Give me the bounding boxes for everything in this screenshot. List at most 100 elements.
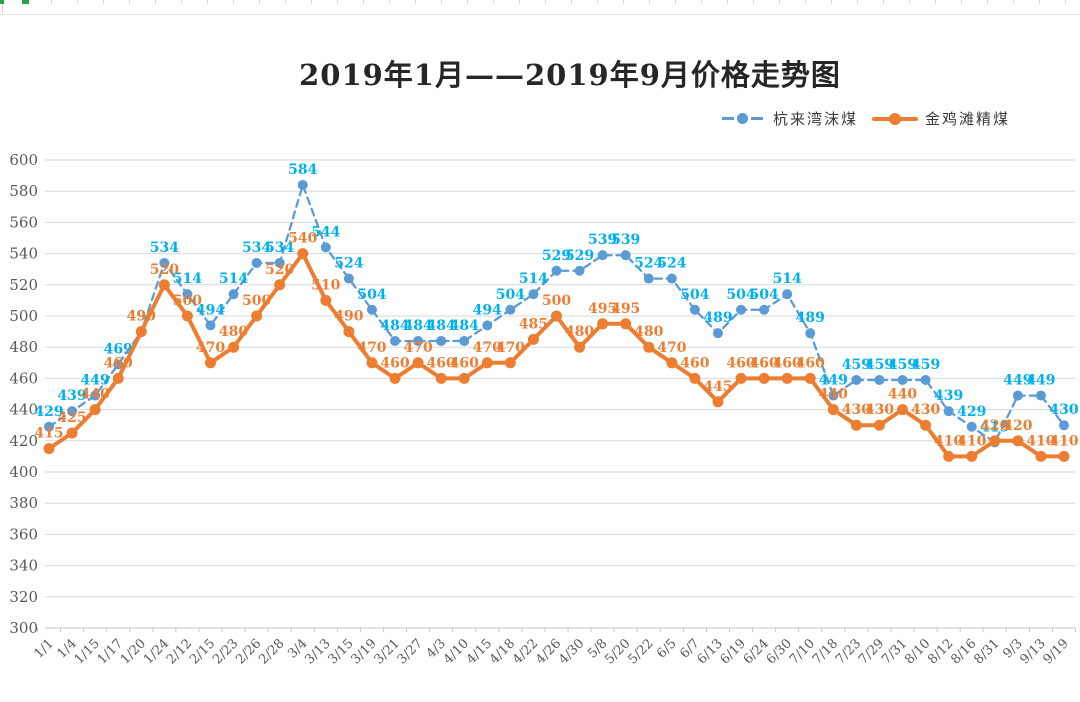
- data-point[interactable]: [90, 390, 101, 401]
- data-point[interactable]: [251, 310, 263, 322]
- data-point[interactable]: [158, 279, 170, 291]
- data-point[interactable]: [274, 257, 285, 268]
- data-point[interactable]: [897, 404, 909, 416]
- data-point[interactable]: [274, 279, 286, 291]
- data-point[interactable]: [620, 318, 632, 330]
- data-point[interactable]: [643, 341, 655, 353]
- data-point[interactable]: [551, 265, 562, 276]
- data-point[interactable]: [551, 310, 562, 322]
- data-point[interactable]: [1059, 420, 1069, 431]
- data-point[interactable]: [689, 304, 700, 315]
- data-point[interactable]: [366, 304, 377, 315]
- data-point[interactable]: [505, 304, 516, 315]
- data-point[interactable]: [527, 333, 539, 345]
- legend-item-jinjitan[interactable]: 金鸡滩精煤: [871, 108, 1010, 129]
- data-point[interactable]: [851, 374, 862, 385]
- data-label: 514: [219, 271, 248, 287]
- data-point[interactable]: [1035, 390, 1046, 401]
- data-point[interactable]: [943, 450, 955, 462]
- data-point[interactable]: [297, 248, 309, 260]
- data-point[interactable]: [205, 320, 216, 331]
- data-point[interactable]: [297, 179, 308, 190]
- data-point[interactable]: [343, 326, 355, 338]
- data-point[interactable]: [67, 406, 78, 417]
- data-point[interactable]: [736, 304, 747, 315]
- data-point[interactable]: [735, 372, 747, 384]
- data-point[interactable]: [782, 289, 793, 300]
- data-point[interactable]: [805, 328, 816, 339]
- data-point[interactable]: [112, 372, 124, 384]
- data-point[interactable]: [897, 374, 908, 385]
- data-point[interactable]: [204, 357, 216, 369]
- data-point[interactable]: [943, 406, 954, 417]
- data-point[interactable]: [528, 289, 539, 300]
- data-point[interactable]: [181, 310, 193, 322]
- data-point[interactable]: [320, 242, 331, 253]
- data-point[interactable]: [251, 257, 262, 268]
- data-point[interactable]: [113, 359, 124, 370]
- data-point[interactable]: [182, 289, 193, 300]
- data-point[interactable]: [1012, 390, 1023, 401]
- data-point[interactable]: [827, 404, 839, 416]
- data-point[interactable]: [390, 335, 401, 346]
- data-point[interactable]: [828, 390, 839, 401]
- y-axis-tick-label: 480: [9, 338, 38, 356]
- data-point[interactable]: [89, 404, 101, 416]
- data-point[interactable]: [66, 427, 78, 439]
- data-point[interactable]: [759, 304, 770, 315]
- data-point[interactable]: [435, 372, 447, 384]
- data-point[interactable]: [873, 419, 885, 431]
- data-point[interactable]: [413, 335, 424, 346]
- data-point[interactable]: [712, 396, 724, 408]
- data-point[interactable]: [1058, 450, 1070, 462]
- data-point[interactable]: [712, 328, 723, 339]
- data-point[interactable]: [504, 357, 516, 369]
- data-point[interactable]: [597, 250, 608, 261]
- data-label: 430: [1049, 402, 1078, 418]
- data-point[interactable]: [574, 265, 585, 276]
- data-label: 524: [634, 256, 663, 272]
- data-point[interactable]: [459, 335, 470, 346]
- data-point[interactable]: [458, 372, 470, 384]
- data-point[interactable]: [389, 372, 401, 384]
- data-point[interactable]: [758, 372, 770, 384]
- data-point[interactable]: [44, 421, 54, 432]
- data-point[interactable]: [920, 419, 932, 431]
- data-point[interactable]: [482, 320, 493, 331]
- data-point[interactable]: [1035, 450, 1047, 462]
- data-point[interactable]: [436, 335, 447, 346]
- data-point[interactable]: [135, 326, 147, 338]
- data-point[interactable]: [966, 421, 977, 432]
- data-point[interactable]: [804, 372, 816, 384]
- y-axis-tick-label: 340: [9, 557, 38, 575]
- data-point[interactable]: [320, 294, 332, 306]
- data-point[interactable]: [597, 318, 609, 330]
- data-point[interactable]: [666, 357, 678, 369]
- data-point[interactable]: [643, 273, 654, 284]
- data-label: 459: [842, 357, 871, 373]
- data-point[interactable]: [1012, 435, 1024, 447]
- data-point[interactable]: [228, 341, 240, 353]
- data-point[interactable]: [989, 435, 1001, 447]
- legend-item-hanglaiwan[interactable]: 杭来湾沫煤: [721, 108, 858, 129]
- data-point[interactable]: [412, 357, 424, 369]
- data-point[interactable]: [620, 250, 631, 261]
- data-point[interactable]: [781, 372, 793, 384]
- data-point[interactable]: [920, 374, 931, 385]
- data-point[interactable]: [481, 357, 493, 369]
- data-point[interactable]: [874, 374, 885, 385]
- data-point[interactable]: [966, 450, 978, 462]
- data-point[interactable]: [228, 289, 239, 300]
- data-point[interactable]: [574, 341, 586, 353]
- data-point[interactable]: [850, 419, 862, 431]
- data-point[interactable]: [366, 357, 378, 369]
- data-point[interactable]: [43, 443, 55, 455]
- data-point[interactable]: [689, 372, 701, 384]
- data-point[interactable]: [666, 273, 677, 284]
- data-point[interactable]: [343, 273, 354, 284]
- x-axis-tick-label: 1/24: [141, 636, 172, 667]
- x-axis-tick-label: 4/10: [441, 636, 472, 667]
- x-axis-tick-label: 6/30: [764, 636, 795, 667]
- data-point[interactable]: [159, 257, 170, 268]
